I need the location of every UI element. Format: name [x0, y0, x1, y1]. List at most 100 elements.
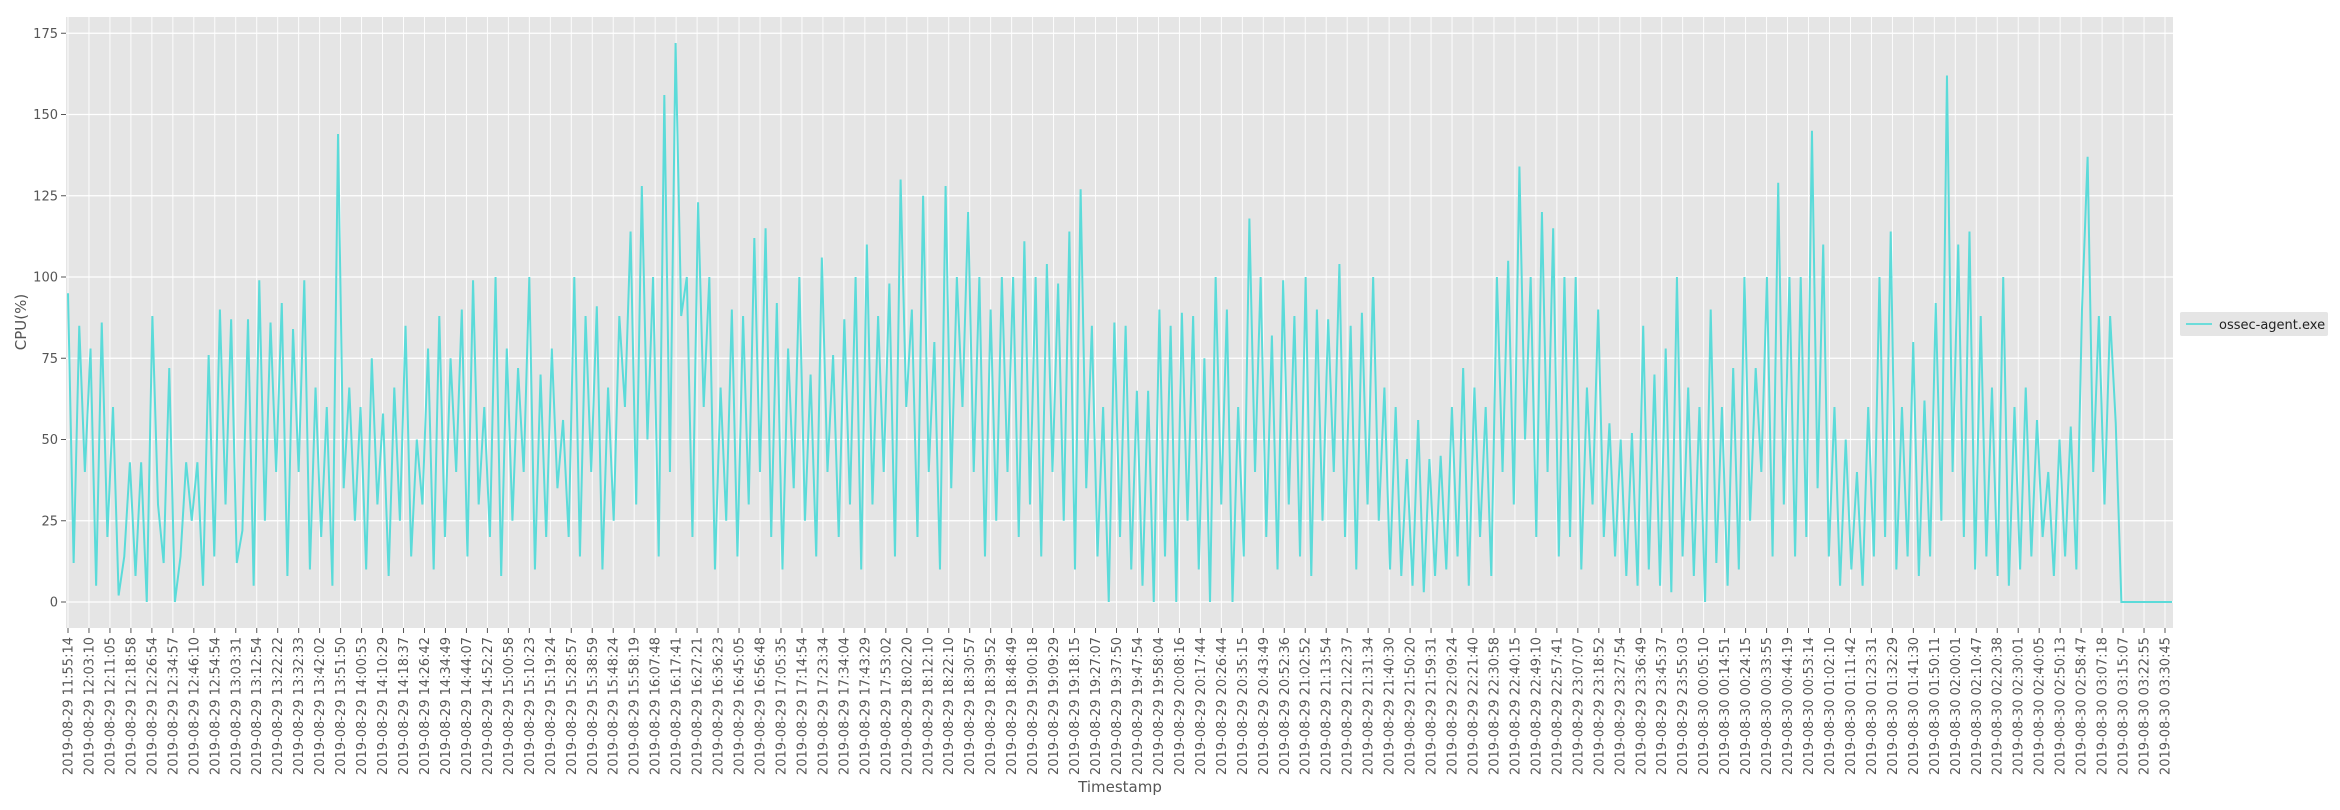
x-tick-label: 2019-08-29 21:40:30 — [1383, 637, 1398, 775]
x-tick-label: 2019-08-29 19:58:04 — [1152, 637, 1167, 775]
x-tick-label: 2019-08-29 20:43:49 — [1257, 637, 1272, 775]
y-tick-label: 75 — [41, 352, 58, 367]
x-tick-label: 2019-08-29 14:18:37 — [397, 637, 412, 775]
x-tick-label: 2019-08-29 14:10:29 — [376, 637, 391, 775]
x-tick-label: 2019-08-29 14:34:49 — [439, 637, 454, 775]
x-tick-label: 2019-08-30 01:41:30 — [1907, 637, 1922, 775]
x-tick-label: 2019-08-29 20:08:16 — [1173, 637, 1188, 775]
x-tick-label: 2019-08-29 12:11:05 — [103, 637, 118, 775]
x-tick-label: 2019-08-30 00:53:14 — [1802, 637, 1817, 775]
x-tick-label: 2019-08-29 19:09:29 — [1047, 637, 1062, 775]
x-tick-label: 2019-08-29 15:28:57 — [565, 637, 580, 775]
x-tick-label: 2019-08-29 12:03:10 — [82, 637, 97, 775]
x-tick-label: 2019-08-29 18:48:49 — [1005, 637, 1020, 775]
x-tick-label: 2019-08-29 18:12:10 — [921, 637, 936, 775]
legend-label: ossec-agent.exe — [2219, 318, 2325, 333]
x-tick-label: 2019-08-30 02:58:47 — [2075, 637, 2090, 775]
x-tick-label: 2019-08-29 21:59:31 — [1425, 637, 1440, 775]
x-tick-label: 2019-08-29 13:51:50 — [334, 637, 349, 775]
x-tick-label: 2019-08-29 12:26:54 — [145, 637, 160, 775]
x-tick-label: 2019-08-30 00:14:51 — [1718, 637, 1733, 775]
x-tick-label: 2019-08-29 17:14:54 — [795, 637, 810, 775]
x-tick-label: 2019-08-29 15:10:23 — [523, 637, 538, 775]
x-tick-label: 2019-08-29 18:39:52 — [984, 637, 999, 775]
x-tick-label: 2019-08-30 02:50:13 — [2054, 637, 2069, 775]
x-tick-label: 2019-08-29 15:58:19 — [628, 637, 643, 775]
x-tick-label: 2019-08-29 17:53:02 — [879, 637, 894, 775]
x-tick-label: 2019-08-30 01:11:42 — [1844, 637, 1859, 775]
x-tick-label: 2019-08-29 23:45:37 — [1655, 637, 1670, 775]
legend: ossec-agent.exe — [2180, 312, 2328, 336]
x-tick-label: 2019-08-29 13:03:31 — [229, 637, 244, 775]
x-tick-label: 2019-08-29 16:45:05 — [733, 637, 748, 775]
x-tick-label: 2019-08-30 02:20:38 — [1991, 637, 2006, 775]
x-tick-label: 2019-08-29 21:50:20 — [1404, 637, 1419, 775]
x-tick-label: 2019-08-29 17:34:04 — [837, 637, 852, 775]
x-tick-label: 2019-08-29 14:26:42 — [418, 637, 433, 775]
x-tick-label: 2019-08-30 03:22:55 — [2138, 637, 2153, 775]
x-tick-label: 2019-08-29 21:02:52 — [1299, 637, 1314, 775]
x-tick-label: 2019-08-29 13:32:33 — [292, 637, 307, 775]
x-tick-label: 2019-08-30 00:44:19 — [1781, 637, 1796, 775]
x-tick-label: 2019-08-30 01:02:10 — [1823, 637, 1838, 775]
x-tick-label: 2019-08-29 13:22:22 — [271, 637, 286, 775]
x-tick-label: 2019-08-30 02:40:05 — [2033, 637, 2048, 775]
x-tick-label: 2019-08-30 01:23:31 — [1865, 637, 1880, 775]
x-tick-label: 2019-08-29 14:00:53 — [355, 637, 370, 775]
y-tick-label: 100 — [33, 271, 58, 286]
y-tick-label: 25 — [41, 514, 58, 529]
x-tick-label: 2019-08-29 17:23:34 — [816, 637, 831, 775]
x-tick-label: 2019-08-29 18:30:57 — [963, 637, 978, 775]
x-tick-label: 2019-08-29 16:36:23 — [712, 637, 727, 775]
x-tick-label: 2019-08-29 21:22:37 — [1341, 637, 1356, 775]
x-axis: 2019-08-29 11:55:14 2019-08-29 12:03:10 20… — [62, 628, 2174, 775]
x-tick-label: 2019-08-29 19:00:18 — [1026, 637, 1041, 775]
x-tick-label: 2019-08-29 20:35:15 — [1236, 637, 1251, 775]
x-tick-label: 2019-08-29 12:46:10 — [187, 637, 202, 775]
x-tick-label: 2019-08-29 22:57:41 — [1550, 637, 1565, 775]
x-tick-label: 2019-08-29 22:21:40 — [1466, 637, 1481, 775]
x-tick-label: 2019-08-30 00:05:10 — [1697, 637, 1712, 775]
x-tick-label: 2019-08-29 19:47:54 — [1131, 637, 1146, 775]
x-tick-label: 2019-08-29 15:19:24 — [544, 637, 559, 775]
x-tick-label: 2019-08-29 21:31:34 — [1362, 637, 1377, 775]
legend-box — [2180, 312, 2328, 336]
x-tick-label: 2019-08-29 22:09:24 — [1446, 637, 1461, 775]
y-tick-label: 175 — [33, 27, 58, 42]
y-tick-label: 150 — [33, 108, 58, 123]
x-tick-label: 2019-08-29 22:40:15 — [1508, 637, 1523, 775]
x-tick-label: 2019-08-29 11:55:14 — [62, 637, 77, 775]
x-tick-label: 2019-08-29 22:30:58 — [1487, 637, 1502, 775]
x-tick-label: 2019-08-29 19:18:15 — [1068, 637, 1083, 775]
x-tick-label: 2019-08-29 17:05:35 — [774, 637, 789, 775]
x-tick-label: 2019-08-29 18:22:10 — [942, 637, 957, 775]
x-tick-label: 2019-08-29 16:56:48 — [754, 637, 769, 775]
x-tick-label: 2019-08-29 12:54:54 — [208, 637, 223, 775]
y-tick-label: 0 — [50, 596, 58, 611]
x-tick-label: 2019-08-29 17:43:29 — [858, 637, 873, 775]
x-tick-label: 2019-08-29 16:27:21 — [691, 637, 706, 775]
x-tick-label: 2019-08-30 03:30:45 — [2159, 637, 2174, 775]
x-axis-label: Timestamp — [1077, 778, 1162, 796]
x-tick-label: 2019-08-29 23:27:54 — [1613, 637, 1628, 775]
x-tick-label: 2019-08-29 23:07:07 — [1571, 637, 1586, 775]
x-tick-label: 2019-08-29 23:55:03 — [1676, 637, 1691, 775]
x-tick-label: 2019-08-29 15:00:58 — [502, 637, 517, 775]
x-tick-label: 2019-08-30 03:07:18 — [2096, 637, 2111, 775]
x-tick-label: 2019-08-30 01:50:11 — [1928, 637, 1943, 775]
x-tick-label: 2019-08-29 20:26:44 — [1215, 637, 1230, 775]
y-tick-label: 50 — [41, 433, 58, 448]
y-axis: 0 25 50 75 100 125 150 175 — [33, 27, 66, 611]
x-tick-label: 2019-08-30 00:33:55 — [1760, 637, 1775, 775]
x-tick-label: 2019-08-29 15:48:24 — [607, 637, 622, 775]
x-tick-label: 2019-08-30 01:32:29 — [1886, 637, 1901, 775]
x-tick-label: 2019-08-29 16:07:48 — [649, 637, 664, 775]
y-tick-label: 125 — [33, 189, 58, 204]
x-tick-label: 2019-08-30 02:00:01 — [1949, 637, 1964, 775]
series-line-0 — [67, 42, 2172, 603]
x-tick-label: 2019-08-29 22:49:10 — [1529, 637, 1544, 775]
x-tick-label: 2019-08-29 14:52:27 — [481, 637, 496, 775]
x-tick-label: 2019-08-29 16:17:41 — [670, 637, 685, 775]
x-tick-label: 2019-08-29 21:13:54 — [1320, 637, 1335, 775]
